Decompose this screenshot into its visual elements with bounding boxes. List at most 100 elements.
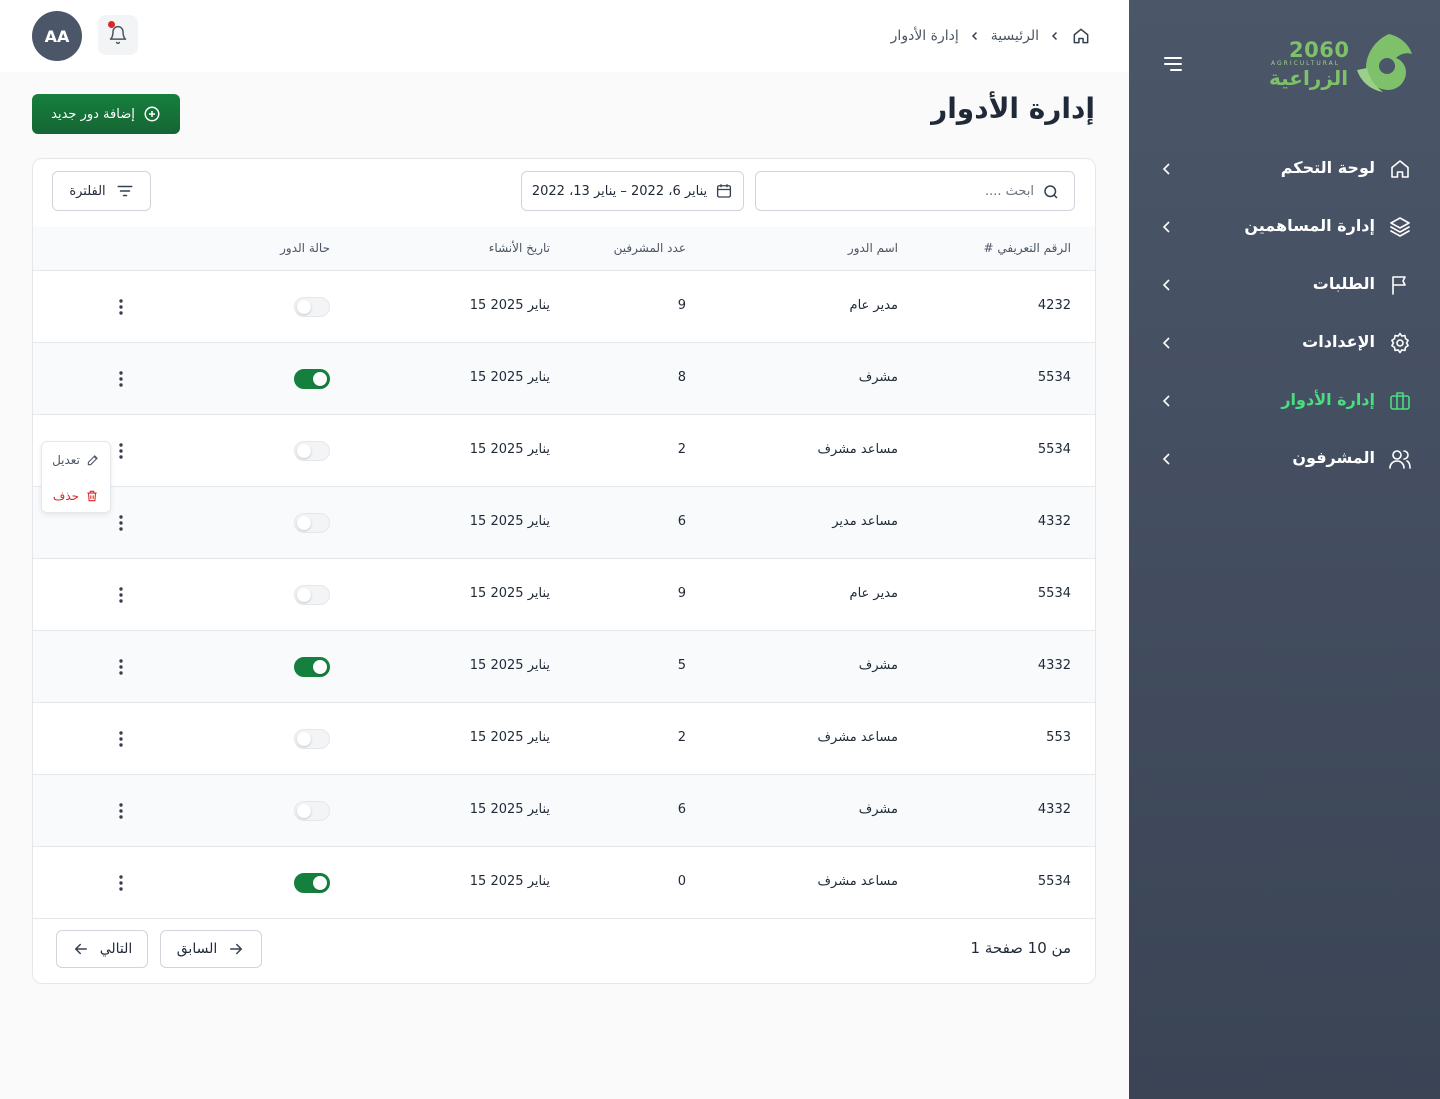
date-range-picker[interactable]: يناير 6، 2022 – يناير 13، 2022 [521, 171, 744, 211]
created-date: 15 يناير 2025 [469, 298, 550, 313]
sidebar: 2060 AGRICULTURAL الزراعية لوحة التحكم إد… [1129, 0, 1440, 1099]
row-action-menu: تعديل حذف [41, 441, 111, 513]
role-id: 5534 [1037, 874, 1071, 889]
search-input[interactable] [764, 180, 1034, 202]
role-status-toggle[interactable] [294, 513, 330, 533]
home-icon[interactable] [1071, 26, 1091, 46]
notification-dot [108, 21, 115, 28]
filter-label: الفلترة [69, 183, 106, 199]
more-vertical-icon[interactable] [111, 441, 131, 461]
chevron-left-icon [1162, 221, 1170, 233]
sidebar-item-6[interactable]: المشرفون [1129, 430, 1440, 488]
role-id: 5534 [1037, 442, 1071, 457]
supervisor-count: 8 [677, 370, 686, 385]
more-vertical-icon[interactable] [111, 873, 131, 893]
trash-icon [87, 490, 97, 502]
filter-button[interactable]: الفلترة [52, 171, 151, 211]
more-vertical-icon[interactable] [111, 513, 131, 533]
more-vertical-icon[interactable] [111, 369, 131, 389]
chevron-left-icon [1162, 395, 1170, 407]
logo-name: الزراعية [1269, 66, 1349, 90]
avatar[interactable]: AA [32, 11, 82, 61]
chevron-left-icon [1162, 453, 1170, 465]
notifications-button[interactable] [98, 15, 138, 55]
role-id: 4332 [1037, 658, 1071, 673]
more-vertical-icon[interactable] [111, 657, 131, 677]
sidebar-item-label: المشرفون [1292, 448, 1375, 467]
sidebar-item-label: لوحة التحكم [1280, 158, 1375, 177]
toggle-knob [297, 804, 311, 818]
home-icon [1391, 160, 1409, 178]
toggle-knob [313, 372, 327, 386]
created-date: 15 يناير 2025 [469, 802, 550, 817]
more-vertical-icon[interactable] [111, 585, 131, 605]
table-row: 5534 مدير عام 9 15 يناير 2025 [33, 559, 1095, 631]
search-box[interactable] [755, 171, 1075, 211]
sidebar-item-label: الإعدادات [1302, 332, 1375, 351]
header-id: # الرقم التعريفي [983, 241, 1071, 255]
table-row: 4332 مشرف 5 15 يناير 2025 [33, 631, 1095, 703]
supervisor-count: 2 [677, 442, 686, 457]
role-status-toggle[interactable] [294, 297, 330, 317]
toggle-knob [297, 516, 311, 530]
supervisor-count: 9 [677, 298, 686, 313]
role-name: مساعد مشرف [817, 730, 898, 745]
add-role-button[interactable]: إضافة دور جديد [32, 94, 180, 134]
arrow-right-icon [230, 943, 243, 955]
menu-toggle-icon[interactable] [1163, 56, 1183, 72]
breadcrumb-current: إدارة الأدوار [890, 28, 959, 44]
header-count: عدد المشرفين [613, 241, 686, 255]
page-title: إدارة الأدوار [931, 92, 1095, 125]
created-date: 15 يناير 2025 [469, 874, 550, 889]
role-status-toggle[interactable] [294, 441, 330, 461]
delete-menu-item[interactable]: حذف [42, 480, 110, 512]
table-row: 4332 مشرف 6 15 يناير 2025 [33, 775, 1095, 847]
role-status-toggle[interactable] [294, 369, 330, 389]
created-date: 15 يناير 2025 [469, 730, 550, 745]
sidebar-item-2[interactable]: إدارة المساهمين [1129, 198, 1440, 256]
leaf-logo-icon [1357, 34, 1412, 92]
edit-menu-item[interactable]: تعديل [42, 444, 110, 476]
roles-table-card: يناير 6، 2022 – يناير 13، 2022 الفلترة #… [32, 158, 1096, 984]
role-status-toggle[interactable] [294, 873, 330, 893]
filter-icon [117, 185, 133, 197]
supervisor-count: 2 [677, 730, 686, 745]
supervisor-count: 0 [677, 874, 686, 889]
toggle-knob [297, 588, 311, 602]
next-page-button[interactable]: التالي [56, 930, 148, 968]
role-status-toggle[interactable] [294, 657, 330, 677]
previous-page-label: السابق [176, 941, 218, 957]
sidebar-item-4[interactable]: الإعدادات [1129, 314, 1440, 372]
toggle-knob [297, 732, 311, 746]
created-date: 15 يناير 2025 [469, 442, 550, 457]
role-name: مساعد مدير [832, 514, 898, 529]
avatar-initials: AA [44, 26, 70, 46]
role-id: 5534 [1037, 586, 1071, 601]
role-status-toggle[interactable] [294, 801, 330, 821]
supervisor-count: 6 [677, 802, 686, 817]
sidebar-item-label: إدارة المساهمين [1244, 216, 1375, 235]
breadcrumb-home[interactable]: الرئيسية [990, 28, 1039, 44]
next-page-label: التالي [99, 941, 133, 957]
sidebar-item-1[interactable]: لوحة التحكم [1129, 140, 1440, 198]
toggle-knob [297, 300, 311, 314]
bell-icon [109, 25, 127, 45]
supervisor-count: 9 [677, 586, 686, 601]
previous-page-button[interactable]: السابق [160, 930, 262, 968]
role-id: 5534 [1037, 370, 1071, 385]
more-vertical-icon[interactable] [111, 297, 131, 317]
sidebar-item-3[interactable]: الطلبات [1129, 256, 1440, 314]
more-vertical-icon[interactable] [111, 729, 131, 749]
role-name: مشرف [858, 370, 898, 385]
created-date: 15 يناير 2025 [469, 514, 550, 529]
search-icon [1044, 185, 1058, 199]
pagination-info: 1 من 10 صفحة [970, 939, 1071, 957]
role-status-toggle[interactable] [294, 585, 330, 605]
role-status-toggle[interactable] [294, 729, 330, 749]
chevron-left-icon [1051, 31, 1058, 41]
add-role-label: إضافة دور جديد [51, 106, 135, 122]
more-vertical-icon[interactable] [111, 801, 131, 821]
logo-number: 2060 [1289, 38, 1350, 62]
date-range-label: يناير 6، 2022 – يناير 13، 2022 [531, 183, 708, 199]
sidebar-item-5[interactable]: إدارة الأدوار [1129, 372, 1440, 430]
